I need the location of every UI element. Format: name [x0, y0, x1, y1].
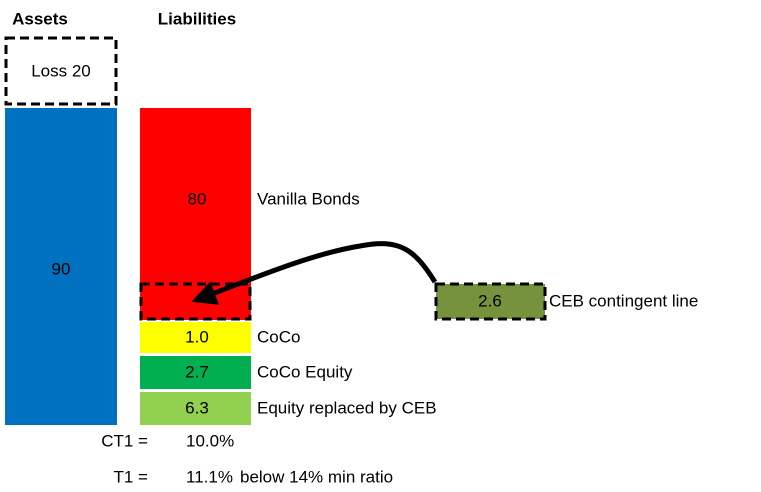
ceb-replacement-box — [139, 282, 252, 321]
equity-value: 6.3 — [185, 398, 209, 417]
coco-equity-label: CoCo Equity — [257, 362, 353, 381]
ceb-box — [434, 282, 547, 321]
ratio-name: CT1 = — [101, 431, 148, 450]
ceb-label: CEB contingent line — [549, 291, 698, 310]
vanilla-bonds-bar — [140, 108, 251, 320]
ratio-value: 11.1% — [186, 467, 233, 486]
loss-label: Loss 20 — [31, 61, 91, 80]
coco-bar — [140, 322, 251, 353]
coco-label: CoCo — [257, 327, 300, 346]
coco-value: 1.0 — [185, 327, 209, 346]
equity-bar — [140, 392, 251, 425]
loss-box — [4, 36, 118, 106]
assets-value: 90 — [52, 259, 71, 278]
assets-header: Assets — [12, 9, 68, 28]
ratio-value: 10.0% — [186, 431, 234, 450]
ceb-value: 2.6 — [478, 291, 502, 310]
equity-label: Equity replaced by CEB — [257, 398, 437, 417]
vanilla-bonds-value: 80 — [188, 189, 207, 208]
assets-bar — [5, 108, 117, 425]
vanilla-bonds-label: Vanilla Bonds — [257, 189, 360, 208]
ratio-name: T1 = — [114, 467, 149, 486]
coco-equity-bar — [140, 356, 251, 389]
coco-equity-value: 2.7 — [185, 362, 209, 381]
liabilities-header: Liabilities — [158, 9, 236, 28]
transfer-arrow — [191, 241, 438, 305]
ratio-note: below 14% min ratio — [240, 467, 393, 486]
